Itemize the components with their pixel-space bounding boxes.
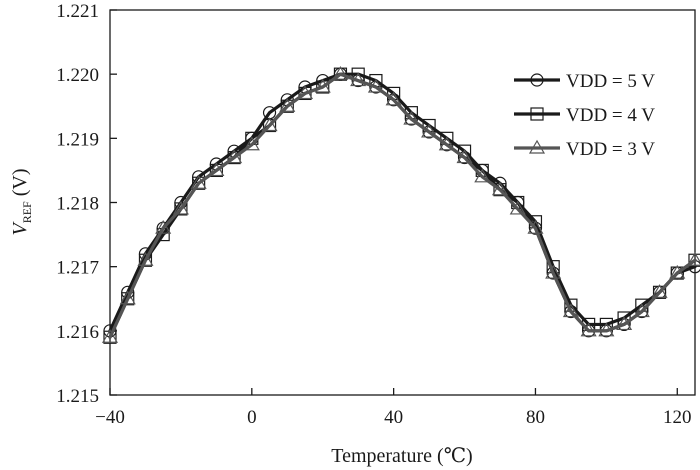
legend-marker-square bbox=[530, 107, 544, 121]
data-point-triangle bbox=[137, 252, 154, 266]
data-point-triangle bbox=[527, 219, 544, 234]
y-tick-label: 1.217 bbox=[56, 258, 99, 279]
y-tick-label: 1.221 bbox=[56, 1, 99, 22]
y-tick-label: 1.220 bbox=[56, 65, 99, 86]
data-point-triangle bbox=[261, 117, 278, 132]
series-group bbox=[101, 65, 700, 344]
y-axis-title: VREF (V) bbox=[9, 169, 34, 236]
y-tick-labels: 1.215 1.216 1.217 1.218 1.219 1.220 1.221 bbox=[56, 1, 99, 407]
data-point-triangle bbox=[438, 136, 455, 151]
legend-label: VDD = 4 V bbox=[566, 105, 655, 126]
data-point-triangle bbox=[119, 290, 136, 305]
series-3 bbox=[101, 65, 700, 343]
data-point-triangle bbox=[208, 162, 225, 177]
x-tick-label: 40 bbox=[384, 407, 403, 428]
x-tick-label: 0 bbox=[247, 407, 257, 428]
y-tick-label: 1.219 bbox=[56, 129, 99, 150]
data-point-triangle bbox=[155, 219, 172, 234]
data-point-triangle bbox=[367, 78, 384, 93]
data-point-triangle bbox=[403, 110, 420, 125]
data-point-triangle bbox=[616, 316, 633, 331]
x-tick-label: 80 bbox=[526, 407, 545, 428]
y-axis-title-unit: (V) bbox=[9, 169, 31, 202]
data-point-triangle bbox=[669, 264, 686, 279]
data-point-triangle bbox=[421, 123, 438, 138]
data-point-triangle bbox=[545, 264, 562, 279]
data-point-triangle bbox=[190, 175, 207, 189]
data-point-triangle bbox=[279, 98, 296, 112]
y-tick-label: 1.215 bbox=[56, 386, 99, 407]
legend: VDD = 5 V VDD = 4 V VDD = 3 V bbox=[514, 71, 655, 160]
y-axis-title-main: V bbox=[9, 221, 31, 236]
data-point-triangle bbox=[509, 200, 526, 215]
data-point-triangle bbox=[491, 181, 509, 196]
data-point-triangle bbox=[474, 168, 491, 183]
data-point-triangle bbox=[314, 78, 331, 93]
legend-marker-triangle bbox=[528, 139, 546, 154]
data-point-triangle bbox=[172, 200, 189, 215]
data-point-triangle bbox=[651, 284, 668, 298]
data-point-triangle bbox=[456, 149, 473, 164]
legend-marker-circle bbox=[530, 73, 544, 87]
x-tick-label: 120 bbox=[663, 407, 692, 428]
y-axis-title-subscript: REF bbox=[20, 201, 34, 223]
data-point-triangle bbox=[332, 65, 349, 80]
x-tick-label: −40 bbox=[95, 407, 125, 428]
x-axis-title: Temperature (℃) bbox=[331, 445, 472, 467]
data-point-triangle bbox=[243, 136, 260, 151]
data-point-triangle bbox=[686, 252, 700, 266]
data-point-triangle bbox=[598, 322, 615, 337]
data-point-triangle bbox=[562, 303, 579, 318]
data-point-triangle bbox=[580, 322, 597, 337]
data-point-triangle bbox=[350, 72, 367, 87]
legend-label: VDD = 5 V bbox=[566, 71, 655, 92]
series-line bbox=[108, 72, 697, 339]
legend-label: VDD = 3 V bbox=[566, 139, 655, 160]
y-tick-label: 1.218 bbox=[56, 194, 99, 215]
x-tick-labels: −40 0 40 80 120 bbox=[95, 407, 691, 428]
data-point-triangle bbox=[296, 85, 314, 100]
data-point-triangle bbox=[633, 303, 650, 318]
axis-ticks bbox=[109, 9, 678, 396]
legend-item: VDD = 3 V bbox=[514, 139, 655, 160]
legend-item: VDD = 5 V bbox=[514, 71, 655, 92]
data-point-triangle bbox=[101, 329, 119, 343]
legend-item: VDD = 4 V bbox=[514, 105, 655, 126]
data-point-triangle bbox=[226, 149, 243, 164]
data-point-triangle bbox=[385, 91, 402, 106]
y-tick-label: 1.216 bbox=[56, 322, 99, 343]
